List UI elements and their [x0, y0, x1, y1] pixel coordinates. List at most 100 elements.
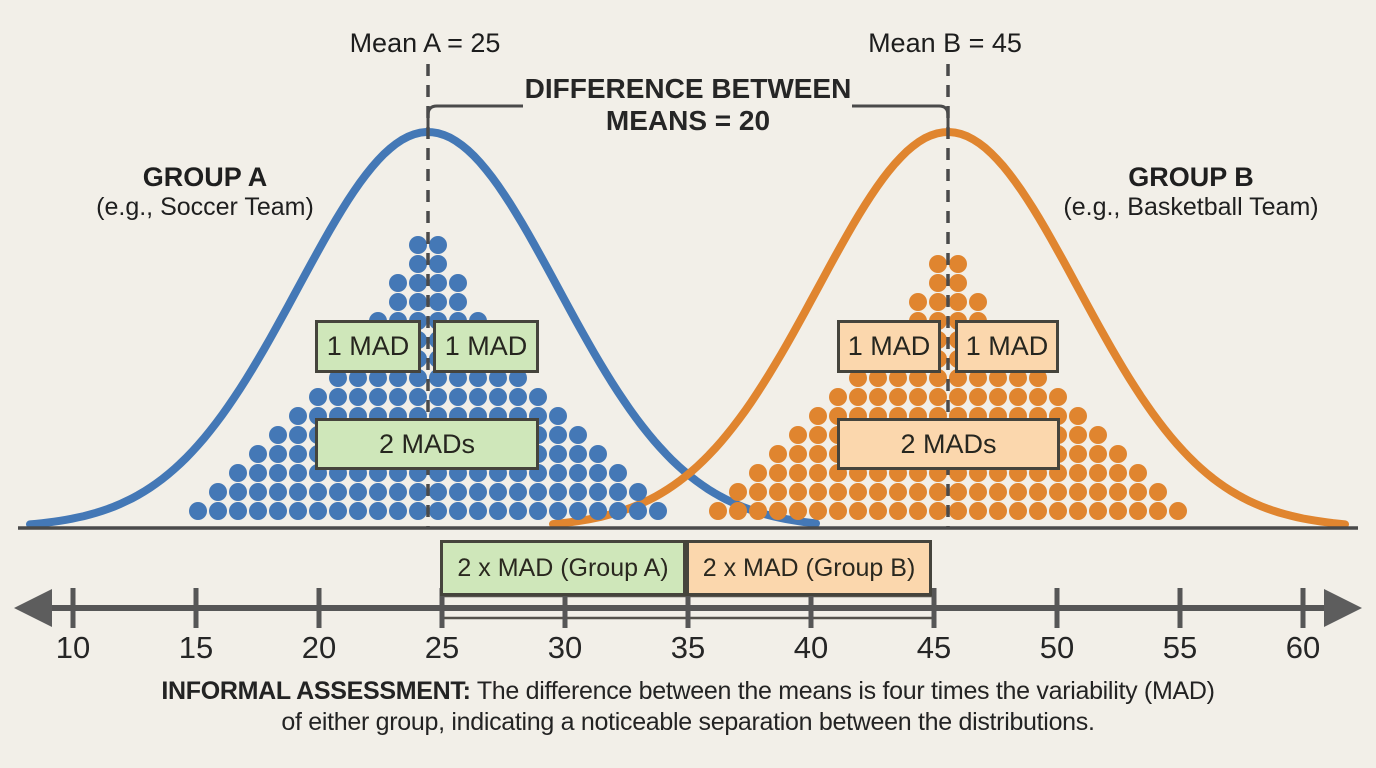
difference-bracket: [426, 104, 950, 133]
group-b-dot: [929, 502, 947, 520]
group-b-dot: [869, 369, 887, 387]
group-a-dot: [509, 483, 527, 501]
group-a-dot: [569, 445, 587, 463]
group-a-dot: [629, 502, 647, 520]
group-b-dot: [929, 293, 947, 311]
group-b-dot: [1069, 426, 1087, 444]
group-a-dot: [449, 388, 467, 406]
group-b-dot: [809, 426, 827, 444]
group-b-dot: [869, 388, 887, 406]
group-a-dot: [509, 369, 527, 387]
group-a-dot: [429, 293, 447, 311]
group-b-dot: [1149, 483, 1167, 501]
group-a-dot: [469, 388, 487, 406]
group-a-dot: [369, 502, 387, 520]
group-b-dot: [889, 483, 907, 501]
group-a-dot: [489, 388, 507, 406]
group-b-dot: [949, 293, 967, 311]
group-b-two-mads-box: 2 MADs: [837, 418, 1060, 470]
group-b-dot: [989, 483, 1007, 501]
group-a-dot: [529, 388, 547, 406]
group-a-dot: [569, 483, 587, 501]
tick-label-20: 20: [301, 630, 337, 665]
tick-label-35: 35: [670, 630, 706, 665]
group-b-dot: [769, 483, 787, 501]
group-a-dot: [329, 502, 347, 520]
group-a-dot: [269, 483, 287, 501]
group-a-subtitle: (e.g., Soccer Team): [96, 193, 314, 221]
group-a-dot: [389, 502, 407, 520]
group-b-dot: [789, 464, 807, 482]
group-a-dot: [309, 483, 327, 501]
group-a-dot: [429, 369, 447, 387]
group-b-dot: [969, 369, 987, 387]
group-a-dot: [209, 483, 227, 501]
group-a-dot: [609, 502, 627, 520]
group-a-dot: [429, 483, 447, 501]
group-b-dot: [989, 502, 1007, 520]
group-b-dot: [849, 483, 867, 501]
group-b-dot: [789, 445, 807, 463]
group-a-dot: [429, 388, 447, 406]
group-a-dot: [409, 388, 427, 406]
group-a-dot: [269, 426, 287, 444]
mean-b-label: Mean B = 45: [868, 28, 1022, 58]
group-b-dot: [1109, 445, 1127, 463]
group-a-dot: [449, 369, 467, 387]
group-b-dot: [949, 274, 967, 292]
group-a-dot: [549, 483, 567, 501]
group-b-dot: [1069, 464, 1087, 482]
group-a-one-mad-left-box: 1 MAD: [315, 320, 421, 373]
group-b-dot: [829, 388, 847, 406]
group-b-one-mad-right-box: 1 MAD: [955, 320, 1059, 373]
group-a-title: GROUP A: [142, 162, 268, 192]
group-a-dot: [289, 407, 307, 425]
group-b-dot: [1009, 483, 1027, 501]
group-a-dot: [529, 483, 547, 501]
group-b-dot: [869, 502, 887, 520]
group-b-dot: [1049, 502, 1067, 520]
group-b-dot: [1009, 369, 1027, 387]
group-b-dot: [1089, 464, 1107, 482]
group-b-dot: [1089, 483, 1107, 501]
group-a-dot: [449, 293, 467, 311]
group-a-dot: [269, 445, 287, 463]
group-b-dot: [969, 483, 987, 501]
group-a-dot: [509, 388, 527, 406]
group-b-dot: [1069, 502, 1087, 520]
group-b-dot: [709, 502, 727, 520]
group-a-dot: [389, 274, 407, 292]
group-a-dot: [349, 483, 367, 501]
group-a-two-mad-axis-span-box: 2 x MAD (Group A): [440, 540, 686, 596]
group-b-dot: [949, 255, 967, 273]
group-b-dot: [749, 483, 767, 501]
group-b-dot: [1029, 388, 1047, 406]
group-a-dot: [389, 483, 407, 501]
group-a-dot: [469, 369, 487, 387]
tick-label-45: 45: [916, 630, 952, 665]
group-b-dot: [1129, 483, 1147, 501]
group-b-dot: [1049, 388, 1067, 406]
group-a-dot: [569, 464, 587, 482]
tick-label-50: 50: [1039, 630, 1075, 665]
group-a-dot: [409, 255, 427, 273]
group-b-dot: [749, 502, 767, 520]
number-line-right-arrow: [1324, 589, 1362, 627]
group-b-dot: [909, 388, 927, 406]
group-b-two-mad-axis-span-box: 2 x MAD (Group B): [686, 540, 932, 596]
group-a-dot: [429, 255, 447, 273]
group-b-dot: [1049, 483, 1067, 501]
group-a-dot: [329, 483, 347, 501]
group-a-dot: [549, 407, 567, 425]
group-b-dot: [969, 293, 987, 311]
group-b-dot: [929, 483, 947, 501]
group-b-dot: [729, 483, 747, 501]
group-b-dot: [1129, 502, 1147, 520]
group-b-dot: [769, 445, 787, 463]
group-a-dot: [289, 483, 307, 501]
group-b-dot: [929, 369, 947, 387]
tick-label-10: 10: [55, 630, 91, 665]
tick-label-55: 55: [1162, 630, 1198, 665]
group-a-dot: [609, 483, 627, 501]
group-b-dot: [1089, 426, 1107, 444]
